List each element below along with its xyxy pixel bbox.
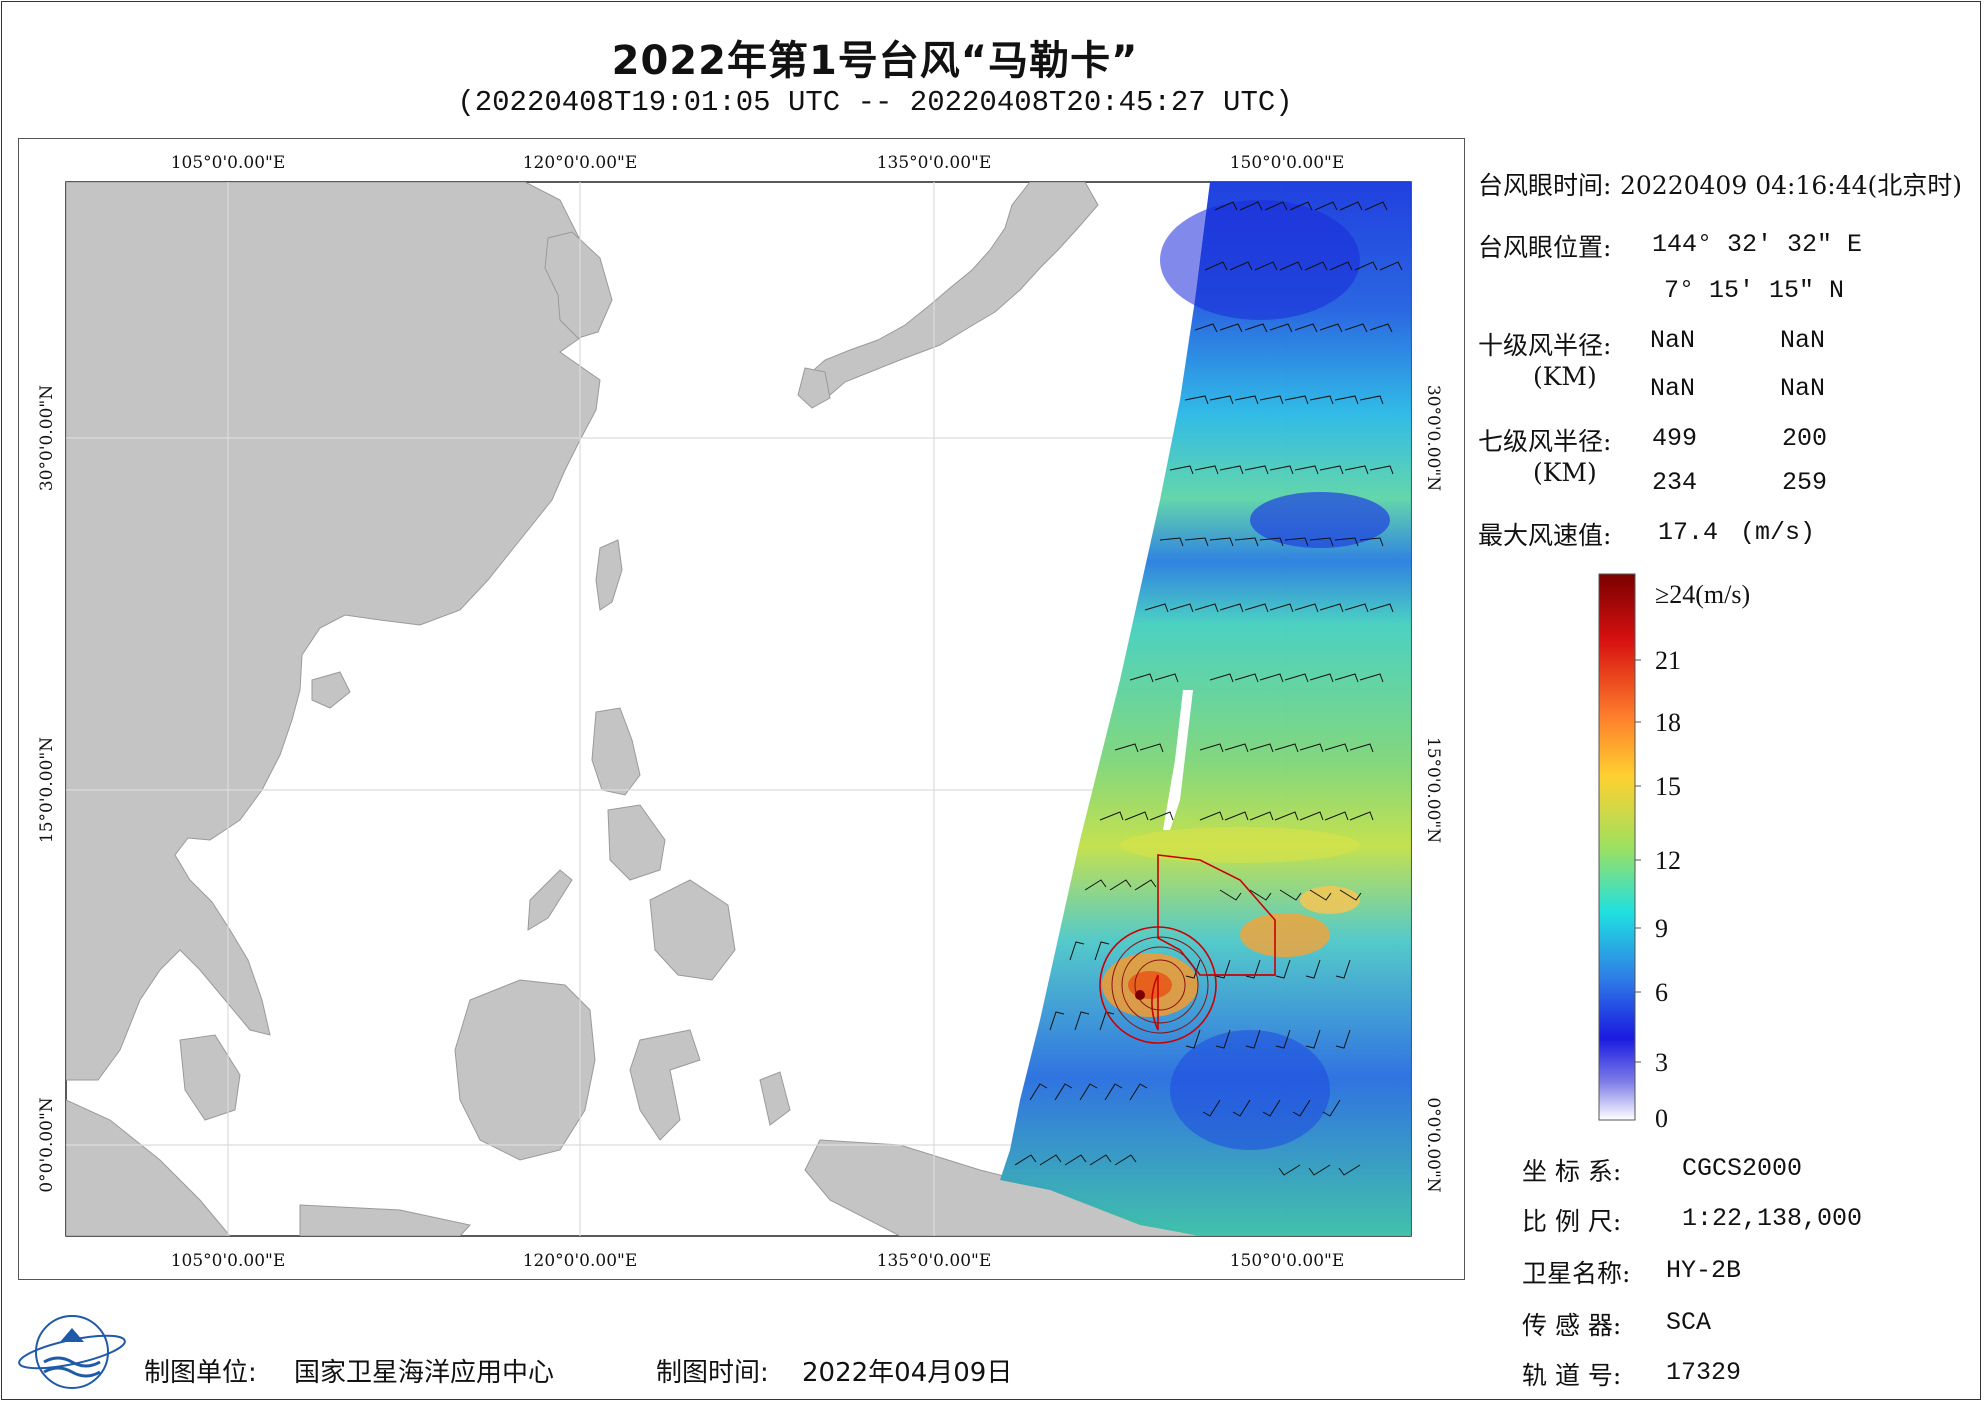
lon-label-135-top: 135°0'0.00"E [877,153,992,173]
r7-label: 七级风半径: [1478,427,1612,456]
colorbar-top-label: ≥24(m/s) [1655,580,1751,609]
eye-position-label: 台风眼位置: [1478,233,1612,262]
map-title: 2022年第1号台风“马勒卡” [611,38,1139,84]
satellite-value: HY-2B [1666,1256,1742,1285]
land-japan [807,182,1099,396]
eye-longitude: 144° 32′ 32″ E [1652,230,1863,259]
orbit-value: 17329 [1666,1358,1742,1387]
land-kyushu [797,367,831,409]
soa-logo [18,1315,126,1389]
lat-label-30-right: 30°0'0.00"N [1423,385,1443,491]
eye-latitude: 7° 15′ 15″ N [1664,276,1845,305]
colorbar-tick-0: 0 [1655,1104,1668,1133]
land-palawan [527,869,573,931]
land-visayas [607,804,666,881]
map-frame [18,138,1465,1280]
producer-label: 制图单位: [144,1358,257,1388]
lon-label-105-top: 105°0'0.00"E [171,153,286,173]
lon-label-135-bottom: 135°0'0.00"E [877,1251,992,1271]
typhoon-spiral [1111,936,1209,1034]
lon-label-105-bottom: 105°0'0.00"E [171,1251,286,1271]
typhoon-eye [1135,990,1145,1000]
r7-value-sw: 234 [1652,468,1698,497]
sensor-label: 传 感 器: [1522,1311,1622,1340]
r10-label: 十级风半径: [1478,331,1612,360]
land-korea [544,231,613,339]
lon-label-120-top: 120°0'0.00"E [523,153,638,173]
crs-label: 坐 标 系: [1522,1157,1622,1186]
r7-value-nw: 259 [1782,468,1828,497]
land-java [299,1204,471,1236]
r7-value-ne: 499 [1652,424,1698,453]
scale-label: 比 例 尺: [1522,1207,1622,1236]
scale-value: 1:22,138,000 [1682,1204,1863,1233]
max-wind-label: 最大风速值: [1478,521,1612,550]
land-asia-mainland [66,182,601,1081]
colorbar-tick-18: 18 [1655,708,1681,737]
r7-value-se: 200 [1782,424,1828,453]
wind-barbs [1014,201,1403,1176]
colorbar-tick-12: 12 [1655,846,1681,875]
r10-value-nw: NaN [1780,374,1826,403]
map-subtitle: (20220408T19:01:05 UTC -- 20220408T20:45… [457,86,1293,119]
r7-unit: (KM) [1533,458,1597,487]
lat-label-15-left: 15°0'0.00"N [37,737,57,843]
eye-time-value: 20220409 04:16:44(北京时) [1620,171,1962,200]
max-wind-value: 17.4 [1658,518,1719,547]
land-taiwan [595,539,623,611]
r10-value-se: NaN [1780,326,1826,355]
r10-unit: (KM) [1533,362,1597,391]
colorbar-tick-21: 21 [1655,646,1681,675]
lon-label-150-top: 150°0'0.00"E [1230,153,1345,173]
colorbar [1598,573,1636,1121]
land-mindanao [649,879,736,981]
land-sulawesi [629,1029,701,1141]
max-wind-unit: (m/s) [1740,518,1816,547]
r10-value-sw: NaN [1650,374,1696,403]
lon-label-120-bottom: 120°0'0.00"E [523,1251,638,1271]
lat-label-0-left: 0°0'0.00"N [37,1097,57,1192]
colorbar-tick-3: 3 [1655,1048,1668,1077]
crs-value: CGCS2000 [1682,1154,1803,1183]
r10-value-ne: NaN [1650,326,1696,355]
orbit-label: 轨 道 号: [1522,1361,1622,1390]
lat-label-0-right: 0°0'0.00"N [1423,1097,1443,1192]
land-halmahera [759,1071,791,1126]
land-sumatra [66,1099,231,1236]
satellite-label: 卫星名称: [1522,1259,1631,1288]
wind-radius-7 [1099,854,1276,1044]
map-date-value: 2022年04月09日 [802,1358,1013,1388]
colorbar-tick-15: 15 [1655,772,1681,801]
land-layer [66,182,1201,1236]
lon-label-150-bottom: 150°0'0.00"E [1230,1251,1345,1271]
producer-value: 国家卫星海洋应用中心 [294,1358,555,1388]
eye-time-label: 台风眼时间: [1478,171,1612,200]
lat-label-15-right: 15°0'0.00"N [1423,737,1443,843]
colorbar-tick-9: 9 [1655,914,1668,943]
lat-label-30-left: 30°0'0.00"N [37,385,57,491]
colorbar-tick-6: 6 [1655,978,1668,1007]
land-borneo [454,979,596,1161]
wind-swath [1000,182,1411,1236]
land-luzon [591,707,641,796]
land-hainan [311,671,351,709]
sensor-value: SCA [1666,1308,1712,1337]
map-date-label: 制图时间: [656,1358,769,1388]
land-malay [179,1034,241,1121]
